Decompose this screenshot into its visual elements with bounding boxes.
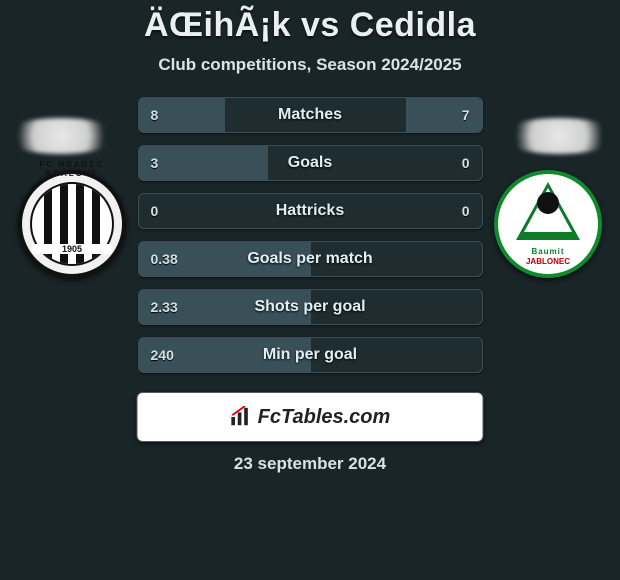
club-left-name: FC HRADEC KRÁLOVÉ <box>18 160 126 178</box>
stat-row: 87Matches <box>138 97 483 133</box>
fctables-link[interactable]: FcTables.com <box>137 392 484 442</box>
stat-label: Shots per goal <box>139 290 482 324</box>
page-title: ÄŒihÃ¡k vs Cedidla <box>0 0 620 45</box>
stat-row: 30Goals <box>138 145 483 181</box>
stat-label: Goals per match <box>139 242 482 276</box>
stat-row: 2.33Shots per goal <box>138 289 483 325</box>
fctables-label: FcTables.com <box>258 406 391 429</box>
stat-label: Hattricks <box>139 194 482 228</box>
stat-row: 0.38Goals per match <box>138 241 483 277</box>
stat-row: 240Min per goal <box>138 337 483 373</box>
date-label: 23 september 2024 <box>0 454 620 474</box>
subtitle: Club competitions, Season 2024/2025 <box>0 55 620 75</box>
stat-row: 00Hattricks <box>138 193 483 229</box>
right-player-glow <box>500 118 618 154</box>
club-crest-left: 1905 FC HRADEC KRÁLOVÉ <box>18 170 126 278</box>
stat-label: Matches <box>139 98 482 132</box>
club-crest-right: Baumit JABLONEC <box>494 170 602 278</box>
stat-label: Min per goal <box>139 338 482 372</box>
stat-label: Goals <box>139 146 482 180</box>
club-right-top: Baumit <box>498 247 598 256</box>
club-right-bottom: JABLONEC <box>498 257 598 266</box>
left-player-glow <box>2 118 120 154</box>
stats-container: 87Matches 30Goals 00Hattricks 0.38Goals per… <box>138 97 483 373</box>
club-left-year: 1905 <box>32 244 112 254</box>
chart-icon <box>230 406 252 428</box>
